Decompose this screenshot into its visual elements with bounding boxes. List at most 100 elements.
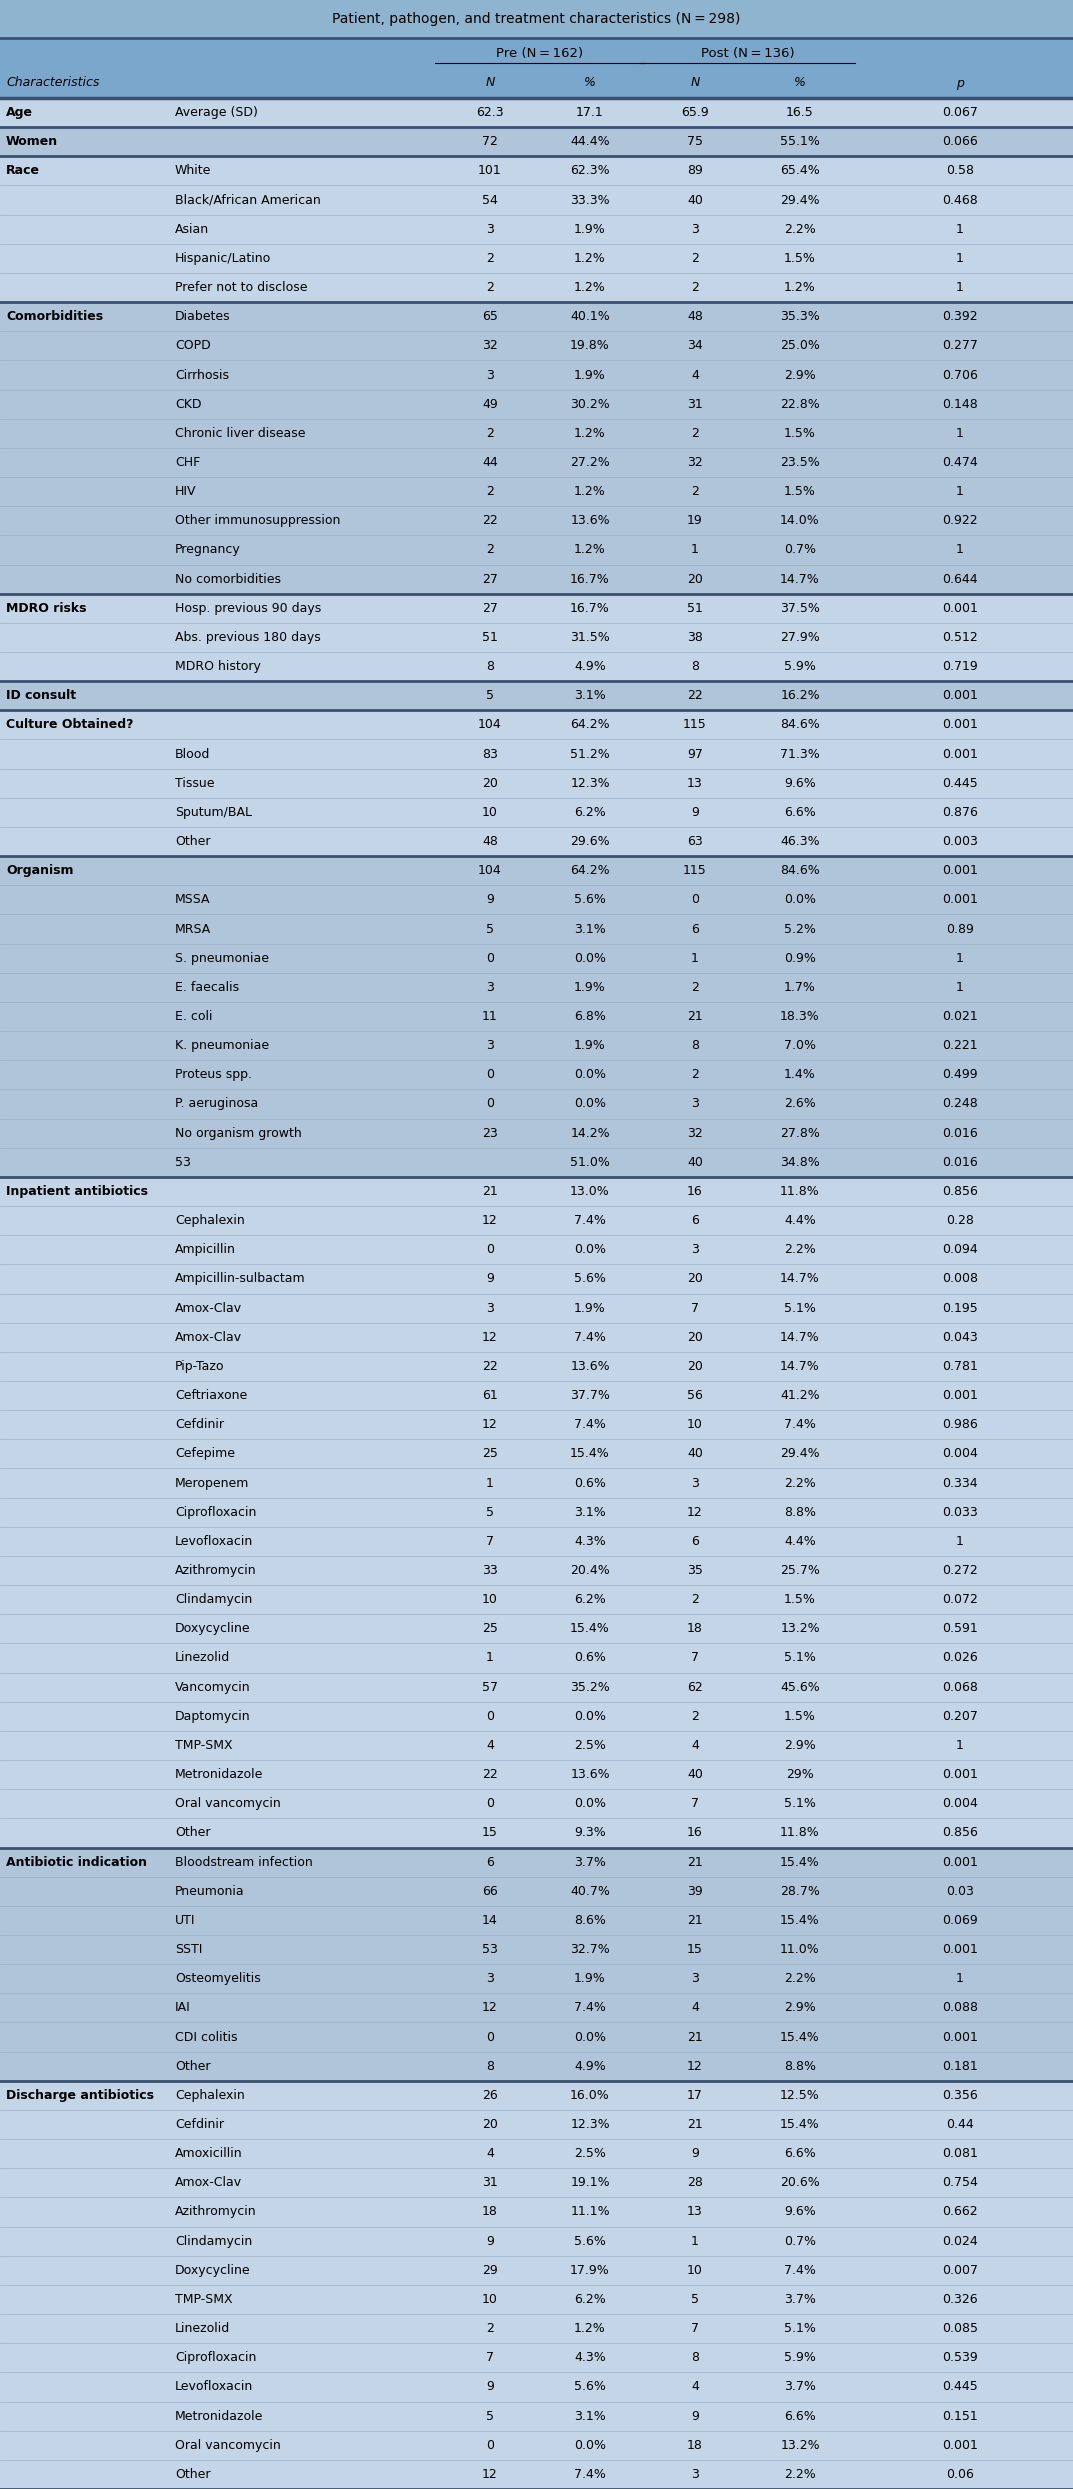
Text: 1: 1	[486, 1476, 494, 1488]
Text: 0: 0	[486, 1797, 494, 1810]
Text: 5.6%: 5.6%	[574, 1272, 606, 1284]
Text: 22: 22	[687, 689, 703, 702]
Text: 2: 2	[691, 1068, 699, 1080]
Text: MDRO history: MDRO history	[175, 660, 261, 672]
Text: 3.7%: 3.7%	[784, 2379, 815, 2394]
Bar	[0, 1964, 1073, 1994]
Text: 0.004: 0.004	[942, 1797, 978, 1810]
Text: 0: 0	[486, 1068, 494, 1080]
Bar	[0, 826, 1073, 856]
Text: 0.094: 0.094	[942, 1244, 978, 1257]
Text: 14: 14	[482, 1914, 498, 1926]
Bar	[0, 1381, 1073, 1411]
Text: 31: 31	[687, 398, 703, 411]
Text: Inpatient antibiotics: Inpatient antibiotics	[6, 1185, 148, 1197]
Text: HIV: HIV	[175, 485, 196, 498]
Text: 0.876: 0.876	[942, 806, 978, 819]
Text: 16.7%: 16.7%	[570, 602, 609, 615]
Text: 65.4%: 65.4%	[780, 164, 820, 177]
Text: 15.4%: 15.4%	[570, 1623, 609, 1635]
Text: Proteus spp.: Proteus spp.	[175, 1068, 252, 1080]
Bar	[0, 274, 1073, 301]
Text: 0.706: 0.706	[942, 368, 978, 381]
Text: 2: 2	[486, 543, 494, 558]
Text: 0.001: 0.001	[942, 1944, 978, 1956]
Text: 0.0%: 0.0%	[574, 951, 606, 966]
Text: 0.001: 0.001	[942, 1767, 978, 1782]
Bar	[0, 913, 1073, 943]
Text: 6.6%: 6.6%	[784, 2409, 815, 2422]
Text: Other: Other	[175, 1827, 210, 1839]
Text: 9.6%: 9.6%	[784, 2205, 815, 2218]
Text: 26: 26	[482, 2088, 498, 2101]
Text: 0.016: 0.016	[942, 1128, 978, 1140]
Text: MDRO risks: MDRO risks	[6, 602, 87, 615]
Text: 3.1%: 3.1%	[574, 2409, 606, 2422]
Bar	[0, 595, 1073, 622]
Text: 9: 9	[691, 806, 699, 819]
Text: 18.3%: 18.3%	[780, 1011, 820, 1023]
Bar	[0, 331, 1073, 361]
Text: 35: 35	[687, 1563, 703, 1578]
Text: 1.5%: 1.5%	[784, 251, 815, 264]
Text: 0.151: 0.151	[942, 2409, 978, 2422]
Text: 16: 16	[687, 1827, 703, 1839]
Bar	[0, 682, 1073, 709]
Bar	[0, 1030, 1073, 1060]
Bar	[0, 886, 1073, 913]
Text: 11: 11	[482, 1011, 498, 1023]
Text: 10: 10	[482, 806, 498, 819]
Text: 1: 1	[956, 981, 964, 993]
Text: 29: 29	[482, 2265, 498, 2277]
Text: 44: 44	[482, 455, 498, 468]
Text: 0: 0	[486, 1098, 494, 1110]
Text: 3: 3	[486, 1971, 494, 1986]
Text: 1: 1	[956, 951, 964, 966]
Text: Amox-Clav: Amox-Clav	[175, 1302, 242, 1314]
Text: 72: 72	[482, 134, 498, 149]
Text: 1.9%: 1.9%	[574, 368, 606, 381]
Text: Cirrhosis: Cirrhosis	[175, 368, 229, 381]
Text: 40.7%: 40.7%	[570, 1884, 609, 1897]
Text: 0.7%: 0.7%	[784, 2235, 815, 2248]
Text: Prefer not to disclose: Prefer not to disclose	[175, 281, 308, 294]
Text: 2: 2	[691, 1710, 699, 1722]
Text: 2.9%: 2.9%	[784, 368, 815, 381]
Bar	[0, 2342, 1073, 2372]
Text: 8: 8	[691, 1038, 699, 1053]
Text: 0.277: 0.277	[942, 339, 978, 353]
Text: 0.148: 0.148	[942, 398, 978, 411]
Text: 84.6%: 84.6%	[780, 719, 820, 732]
Text: 4.4%: 4.4%	[784, 1536, 815, 1548]
Bar	[0, 2285, 1073, 2315]
Text: 6: 6	[486, 1857, 494, 1869]
Bar	[0, 1118, 1073, 1147]
Bar	[0, 1498, 1073, 1526]
Text: 13: 13	[687, 2205, 703, 2218]
Text: 13.0%: 13.0%	[570, 1185, 609, 1197]
Text: %: %	[794, 77, 806, 90]
Text: 3: 3	[486, 1302, 494, 1314]
Text: 20: 20	[687, 1272, 703, 1284]
Text: 14.7%: 14.7%	[780, 572, 820, 585]
Text: 0.043: 0.043	[942, 1332, 978, 1344]
Text: 8: 8	[486, 2061, 494, 2073]
Text: Clindamycin: Clindamycin	[175, 1593, 252, 1605]
Text: 21: 21	[687, 2031, 703, 2043]
Bar	[0, 856, 1073, 886]
Text: 20: 20	[482, 777, 498, 789]
Text: 2.2%: 2.2%	[784, 1971, 815, 1986]
Text: 19.8%: 19.8%	[570, 339, 609, 353]
Text: 32: 32	[482, 339, 498, 353]
Text: E. coli: E. coli	[175, 1011, 212, 1023]
Text: 1: 1	[956, 485, 964, 498]
Text: Amox-Clav: Amox-Clav	[175, 2175, 242, 2190]
Text: 6: 6	[691, 1215, 699, 1227]
Text: 62: 62	[687, 1680, 703, 1693]
Text: 20: 20	[482, 2118, 498, 2131]
Text: 1: 1	[691, 2235, 699, 2248]
Text: 3: 3	[691, 1244, 699, 1257]
Bar	[0, 1556, 1073, 1585]
Text: MRSA: MRSA	[175, 923, 211, 936]
Text: Vancomycin: Vancomycin	[175, 1680, 251, 1693]
